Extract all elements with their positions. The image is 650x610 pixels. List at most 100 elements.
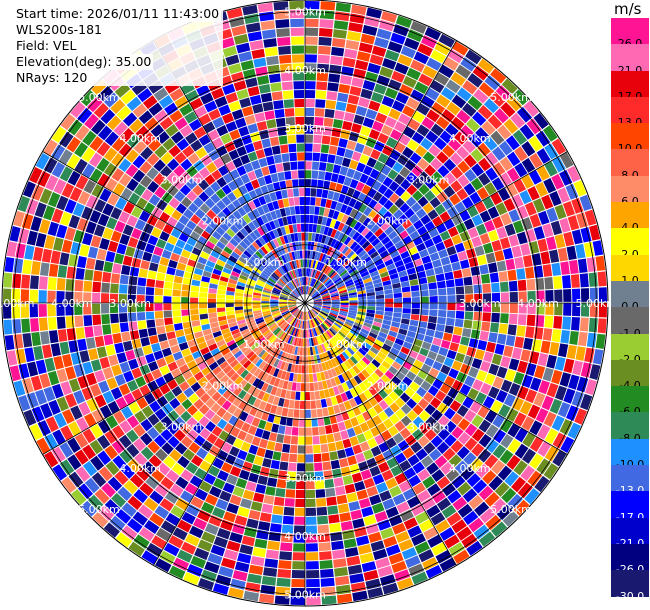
velocity-bin bbox=[260, 20, 275, 31]
velocity-bin bbox=[332, 275, 341, 282]
velocity-bin bbox=[236, 244, 246, 253]
velocity-bin bbox=[155, 558, 172, 573]
velocity-bin bbox=[366, 309, 376, 314]
velocity-bin bbox=[298, 188, 305, 197]
velocity-bin bbox=[340, 392, 349, 402]
velocity-bin bbox=[315, 90, 327, 100]
velocity-bin bbox=[262, 329, 271, 337]
velocity-bin bbox=[255, 319, 265, 325]
velocity-bin bbox=[231, 109, 244, 120]
velocity-bin bbox=[402, 341, 413, 350]
velocity-bin bbox=[67, 437, 81, 453]
velocity-bin bbox=[500, 434, 514, 449]
velocity-bin bbox=[175, 357, 186, 368]
velocity-bin bbox=[210, 250, 220, 259]
velocity-bin bbox=[146, 153, 160, 166]
velocity-bin bbox=[361, 356, 371, 366]
velocity-bin bbox=[305, 338, 308, 347]
colorbar: 26.021.017.013.010.08.06.04.02.01.00.0-1… bbox=[611, 18, 649, 603]
velocity-bin bbox=[172, 557, 190, 571]
velocity-bin bbox=[378, 195, 389, 206]
velocity-bin bbox=[454, 392, 467, 404]
velocity-bin bbox=[333, 20, 349, 30]
velocity-bin bbox=[150, 254, 161, 264]
velocity-bin bbox=[394, 121, 407, 133]
velocity-bin bbox=[560, 261, 570, 275]
velocity-bin bbox=[242, 214, 252, 224]
velocity-bin bbox=[276, 340, 283, 349]
velocity-bin bbox=[306, 561, 319, 570]
velocity-bin bbox=[339, 310, 348, 315]
velocity-bin bbox=[472, 320, 482, 331]
velocity-bin bbox=[554, 204, 567, 220]
velocity-bin bbox=[393, 292, 402, 298]
velocity-bin bbox=[212, 506, 226, 519]
velocity-bin bbox=[278, 135, 288, 145]
velocity-bin bbox=[288, 303, 297, 305]
velocity-bin bbox=[308, 287, 313, 296]
velocity-bin bbox=[104, 131, 119, 146]
velocity-bin bbox=[216, 241, 226, 250]
velocity-bin bbox=[427, 483, 441, 497]
velocity-bin bbox=[204, 333, 214, 342]
velocity-bin bbox=[110, 99, 126, 114]
velocity-bin bbox=[288, 372, 294, 382]
velocity-bin bbox=[404, 159, 417, 171]
velocity-bin bbox=[414, 81, 429, 95]
velocity-bin bbox=[446, 245, 457, 256]
velocity-bin bbox=[330, 326, 338, 334]
velocity-bin bbox=[259, 274, 268, 281]
velocity-bin bbox=[89, 136, 104, 152]
velocity-bin bbox=[288, 143, 297, 153]
velocity-bin bbox=[212, 268, 222, 276]
velocity-bin bbox=[244, 314, 254, 319]
velocity-bin bbox=[329, 288, 338, 294]
velocity-bin bbox=[277, 217, 284, 227]
velocity-bin bbox=[337, 285, 346, 291]
velocity-bin bbox=[560, 436, 575, 453]
velocity-bin bbox=[299, 400, 305, 410]
velocity-bin bbox=[82, 361, 94, 375]
colorbar-swatch: 1.0 bbox=[611, 254, 649, 287]
velocity-bin bbox=[429, 252, 440, 262]
velocity-bin bbox=[281, 342, 287, 352]
velocity-bin bbox=[83, 315, 93, 327]
velocity-bin bbox=[289, 242, 294, 252]
velocity-bin bbox=[351, 327, 360, 334]
velocity-bin bbox=[462, 80, 478, 95]
velocity-bin bbox=[366, 220, 376, 230]
start-time-text: Start time: 2026/01/11 11:43:00 bbox=[14, 6, 222, 22]
velocity-bin bbox=[315, 489, 326, 498]
velocity-bin bbox=[289, 317, 296, 325]
velocity-bin bbox=[367, 303, 376, 307]
velocity-bin bbox=[328, 315, 336, 321]
velocity-bin bbox=[344, 148, 354, 159]
velocity-bin bbox=[327, 82, 339, 92]
velocity-bin bbox=[201, 531, 216, 544]
velocity-bin bbox=[47, 192, 61, 208]
velocity-bin bbox=[293, 337, 298, 346]
velocity-bin bbox=[110, 230, 122, 243]
velocity-bin bbox=[244, 143, 255, 154]
velocity-bin bbox=[236, 281, 246, 287]
velocity-bin bbox=[352, 231, 361, 241]
velocity-bin bbox=[513, 412, 527, 427]
velocity-bin bbox=[284, 207, 291, 216]
velocity-bin bbox=[394, 356, 405, 366]
velocity-bin bbox=[228, 415, 239, 426]
velocity-bin bbox=[248, 509, 261, 521]
velocity-bin bbox=[372, 473, 385, 485]
velocity-bin bbox=[377, 152, 389, 164]
velocity-bin bbox=[221, 271, 231, 279]
velocity-bin bbox=[365, 108, 378, 120]
velocity-bin bbox=[506, 95, 523, 112]
velocity-bin bbox=[236, 260, 246, 268]
velocity-bin bbox=[253, 332, 262, 340]
velocity-bin bbox=[176, 138, 190, 151]
velocity-bin bbox=[228, 382, 238, 393]
velocity-bin bbox=[357, 290, 366, 295]
velocity-bin bbox=[205, 260, 216, 268]
velocity-bin bbox=[505, 258, 516, 271]
velocity-bin bbox=[292, 224, 298, 233]
velocity-bin bbox=[429, 296, 438, 303]
